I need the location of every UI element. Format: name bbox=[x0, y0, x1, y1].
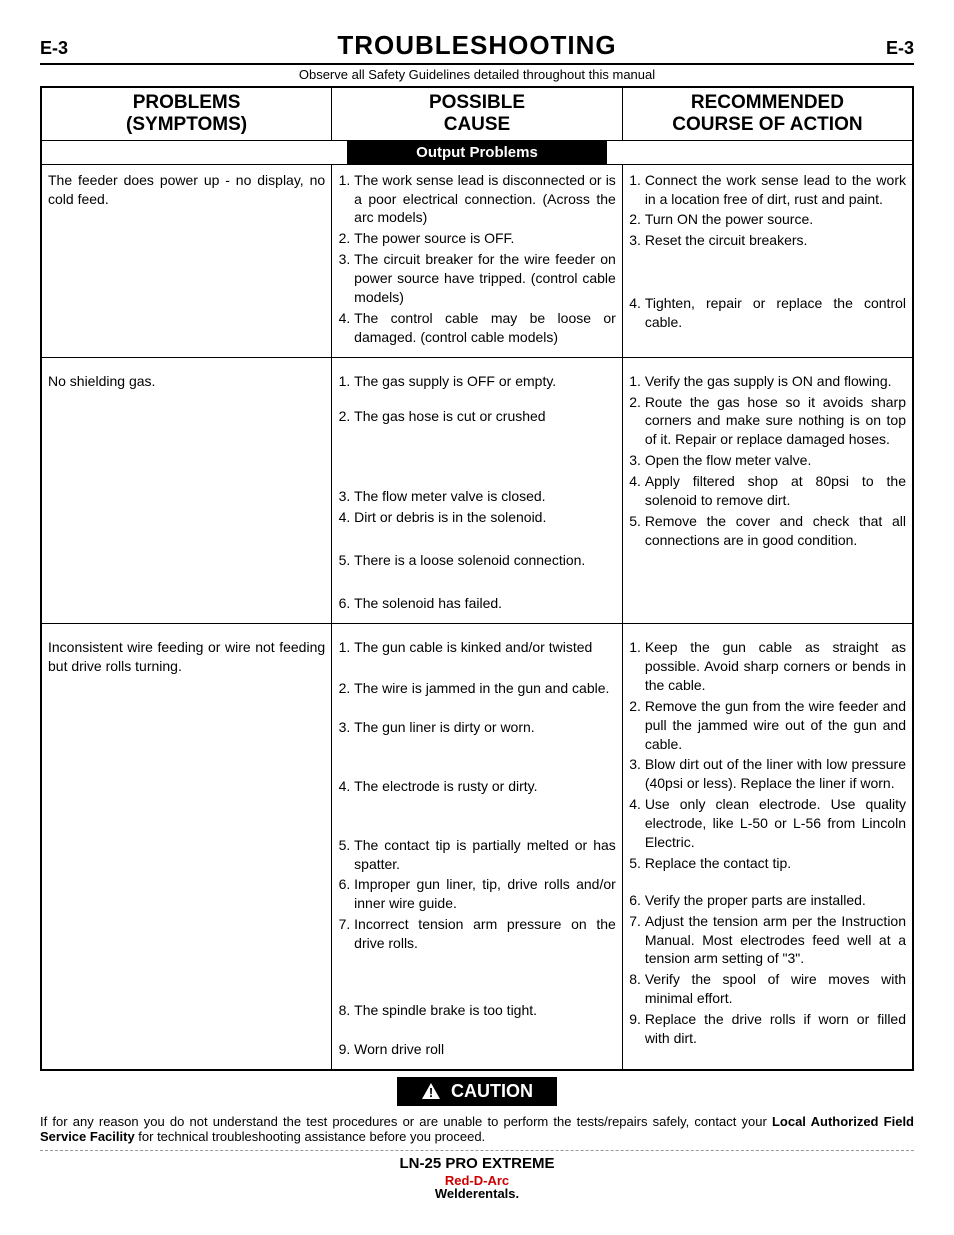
problem-cell: Inconsistent wire feeding or wire not fe… bbox=[41, 624, 332, 1070]
model-name: LN-25 PRO EXTREME bbox=[40, 1155, 914, 1172]
action-item: Remove the gun from the wire feeder and … bbox=[645, 697, 906, 754]
caution-banner: ! CAUTION bbox=[397, 1077, 557, 1106]
page-code-right: E-3 bbox=[886, 38, 914, 59]
action-item: Reset the circuit breakers. bbox=[645, 231, 906, 250]
section-banner: Output Problems bbox=[347, 141, 607, 164]
table-header-row: PROBLEMS(SYMPTOMS) POSSIBLECAUSE RECOMME… bbox=[41, 87, 913, 140]
action-item: Connect the work sense lead to the work … bbox=[645, 171, 906, 209]
col-header-cause: POSSIBLECAUSE bbox=[332, 87, 623, 140]
cause-item: There is a loose solenoid connection. bbox=[354, 551, 616, 570]
cause-item: The flow meter valve is closed. bbox=[354, 487, 616, 506]
action-item: Route the gas hose so it avoids sharp co… bbox=[645, 393, 906, 450]
action-item: Turn ON the power source. bbox=[645, 210, 906, 229]
col-header-action: RECOMMENDEDCOURSE OF ACTION bbox=[622, 87, 913, 140]
cause-item: Incorrect tension arm pressure on the dr… bbox=[354, 915, 616, 953]
action-item: Adjust the tension arm per the Instructi… bbox=[645, 912, 906, 969]
action-item: Verify the proper parts are installed. bbox=[645, 891, 906, 910]
cause-cell: The gun cable is kinked and/or twisted Th… bbox=[332, 624, 623, 1070]
action-item: Use only clean electrode. Use quality el… bbox=[645, 795, 906, 852]
action-item: Replace the contact tip. bbox=[645, 854, 906, 873]
cause-item: The gun cable is kinked and/or twisted bbox=[354, 638, 616, 657]
action-item: Keep the gun cable as straight as possib… bbox=[645, 638, 906, 695]
cause-item: The solenoid has failed. bbox=[354, 594, 616, 613]
problem-cell: No shielding gas. bbox=[41, 357, 332, 623]
action-item: Remove the cover and check that all conn… bbox=[645, 512, 906, 550]
table-row: The feeder does power up - no display, n… bbox=[41, 164, 913, 357]
brand-logo: Red-D-Arc Welderentals. bbox=[40, 1174, 914, 1201]
action-cell: Keep the gun cable as straight as possib… bbox=[622, 624, 913, 1070]
action-item: Tighten, repair or replace the control c… bbox=[645, 294, 906, 332]
action-item: Open the flow meter valve. bbox=[645, 451, 906, 470]
cause-item: The contact tip is partially melted or h… bbox=[354, 836, 616, 874]
warning-icon: ! bbox=[421, 1082, 441, 1100]
page-code-left: E-3 bbox=[40, 38, 68, 59]
action-item: Apply filtered shop at 80psi to the sole… bbox=[645, 472, 906, 510]
caution-label: CAUTION bbox=[451, 1081, 533, 1102]
cause-item: Improper gun liner, tip, drive rolls and… bbox=[354, 875, 616, 913]
cause-item: The gun liner is dirty or worn. bbox=[354, 718, 616, 737]
problem-cell: The feeder does power up - no display, n… bbox=[41, 164, 332, 357]
caution-wrap: ! CAUTION bbox=[40, 1077, 914, 1106]
cause-item: The control cable may be loose or damage… bbox=[354, 309, 616, 347]
cause-item: The work sense lead is disconnected or i… bbox=[354, 171, 616, 228]
cause-item: The gas supply is OFF or empty. bbox=[354, 372, 616, 391]
page-header: E-3 TROUBLESHOOTING E-3 bbox=[40, 30, 914, 65]
cause-item: The gas hose is cut or crushed bbox=[354, 407, 616, 426]
cause-item: Dirt or debris is in the solenoid. bbox=[354, 508, 616, 527]
safety-guideline-text: Observe all Safety Guidelines detailed t… bbox=[40, 67, 914, 82]
section-row: Output Problems bbox=[41, 140, 913, 164]
page-title: TROUBLESHOOTING bbox=[337, 30, 616, 61]
action-cell: Verify the gas supply is ON and flowing.… bbox=[622, 357, 913, 623]
footer-text: If for any reason you do not understand … bbox=[40, 1114, 914, 1144]
cause-item: The power source is OFF. bbox=[354, 229, 616, 248]
footer-divider bbox=[40, 1150, 914, 1151]
cause-item: The wire is jammed in the gun and cable. bbox=[354, 679, 616, 698]
cause-item: The spindle brake is too tight. bbox=[354, 1001, 616, 1020]
action-item: Verify the gas supply is ON and flowing. bbox=[645, 372, 906, 391]
cause-item: The electrode is rusty or dirty. bbox=[354, 777, 616, 796]
action-item: Replace the drive rolls if worn or fille… bbox=[645, 1010, 906, 1048]
col-header-problems: PROBLEMS(SYMPTOMS) bbox=[41, 87, 332, 140]
table-row: No shielding gas.The gas supply is OFF o… bbox=[41, 357, 913, 623]
svg-text:!: ! bbox=[429, 1085, 433, 1100]
cause-item: Worn drive roll bbox=[354, 1040, 616, 1059]
cause-cell: The work sense lead is disconnected or i… bbox=[332, 164, 623, 357]
action-item: Blow dirt out of the liner with low pres… bbox=[645, 755, 906, 793]
action-cell: Connect the work sense lead to the work … bbox=[622, 164, 913, 357]
troubleshooting-table: PROBLEMS(SYMPTOMS) POSSIBLECAUSE RECOMME… bbox=[40, 86, 914, 1071]
cause-item: The circuit breaker for the wire feeder … bbox=[354, 250, 616, 307]
cause-cell: The gas supply is OFF or empty. The gas h… bbox=[332, 357, 623, 623]
table-row: Inconsistent wire feeding or wire not fe… bbox=[41, 624, 913, 1070]
action-item: Verify the spool of wire moves with mini… bbox=[645, 970, 906, 1008]
